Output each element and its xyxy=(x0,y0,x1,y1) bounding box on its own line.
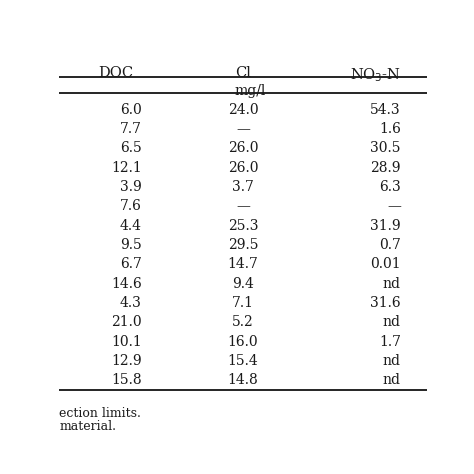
Text: 21.0: 21.0 xyxy=(111,315,142,329)
Text: 9.5: 9.5 xyxy=(120,238,142,252)
Text: Cl: Cl xyxy=(235,66,251,80)
Text: 16.0: 16.0 xyxy=(228,335,258,349)
Text: —: — xyxy=(236,199,250,213)
Text: 9.4: 9.4 xyxy=(232,277,254,291)
Text: 25.3: 25.3 xyxy=(228,219,258,233)
Text: nd: nd xyxy=(383,315,401,329)
Text: 3.9: 3.9 xyxy=(120,180,142,194)
Text: 26.0: 26.0 xyxy=(228,161,258,174)
Text: 1.6: 1.6 xyxy=(379,122,401,136)
Text: 54.3: 54.3 xyxy=(370,102,401,117)
Text: —: — xyxy=(236,122,250,136)
Text: 15.8: 15.8 xyxy=(111,374,142,387)
Text: 5.2: 5.2 xyxy=(232,315,254,329)
Text: 7.1: 7.1 xyxy=(232,296,254,310)
Text: material.: material. xyxy=(59,420,116,433)
Text: DOC: DOC xyxy=(99,66,134,80)
Text: 31.6: 31.6 xyxy=(370,296,401,310)
Text: 28.9: 28.9 xyxy=(370,161,401,174)
Text: 4.3: 4.3 xyxy=(120,296,142,310)
Text: 6.7: 6.7 xyxy=(120,257,142,271)
Text: 7.6: 7.6 xyxy=(120,199,142,213)
Text: 30.5: 30.5 xyxy=(370,141,401,155)
Text: NO$_3$-N: NO$_3$-N xyxy=(350,66,401,84)
Text: 3.7: 3.7 xyxy=(232,180,254,194)
Text: 29.5: 29.5 xyxy=(228,238,258,252)
Text: 14.7: 14.7 xyxy=(228,257,258,271)
Text: 24.0: 24.0 xyxy=(228,102,258,117)
Text: 12.9: 12.9 xyxy=(111,354,142,368)
Text: 6.0: 6.0 xyxy=(120,102,142,117)
Text: 7.7: 7.7 xyxy=(120,122,142,136)
Text: 6.3: 6.3 xyxy=(379,180,401,194)
Text: 14.6: 14.6 xyxy=(111,277,142,291)
Text: nd: nd xyxy=(383,374,401,387)
Text: 0.01: 0.01 xyxy=(370,257,401,271)
Text: 15.4: 15.4 xyxy=(228,354,258,368)
Text: 1.7: 1.7 xyxy=(379,335,401,349)
Text: —: — xyxy=(387,199,401,213)
Text: nd: nd xyxy=(383,354,401,368)
Text: 4.4: 4.4 xyxy=(120,219,142,233)
Text: 6.5: 6.5 xyxy=(120,141,142,155)
Text: 26.0: 26.0 xyxy=(228,141,258,155)
Text: ection limits.: ection limits. xyxy=(59,407,141,419)
Text: 12.1: 12.1 xyxy=(111,161,142,174)
Text: 31.9: 31.9 xyxy=(370,219,401,233)
Text: nd: nd xyxy=(383,277,401,291)
Text: 10.1: 10.1 xyxy=(111,335,142,349)
Text: 14.8: 14.8 xyxy=(228,374,258,387)
Text: 0.7: 0.7 xyxy=(379,238,401,252)
Text: mg/l: mg/l xyxy=(235,84,266,98)
